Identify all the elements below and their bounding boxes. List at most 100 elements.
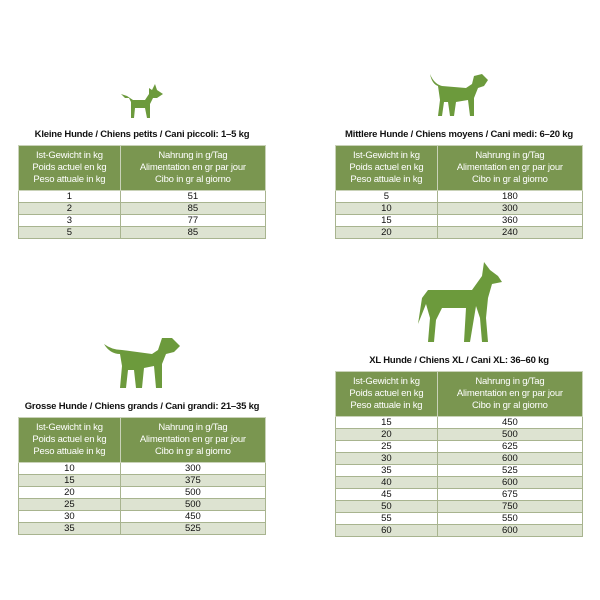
header-line: Cibo in gr al giorno bbox=[155, 174, 231, 185]
header-line: Ist-Gewicht in kg bbox=[35, 150, 103, 161]
header-line: Ist-Gewicht in kg bbox=[35, 422, 103, 433]
table-row: 25 500 bbox=[18, 498, 267, 511]
weight-cell: 30 bbox=[18, 510, 121, 523]
weight-cell: 25 bbox=[335, 440, 438, 453]
weight-cell: 60 bbox=[335, 524, 438, 537]
header-line: Peso attuale in kg bbox=[33, 446, 106, 457]
table-title: Kleine Hunde / Chiens petits / Cani picc… bbox=[34, 129, 250, 140]
xl-dogs-block: XL Hunde / Chiens XL / Cani XL: 36–60 kg… bbox=[335, 355, 584, 537]
xl-dog-icon bbox=[418, 262, 502, 342]
small-dogs-block: Kleine Hunde / Chiens petits / Cani picc… bbox=[18, 129, 267, 239]
header-line: Alimentation en gr par jour bbox=[456, 388, 563, 399]
table-row: 15 375 bbox=[18, 474, 267, 487]
food-cell: 375 bbox=[119, 474, 267, 487]
food-cell: 500 bbox=[119, 486, 267, 499]
header-row: Ist-Gewicht in kg Poids actuel en kg Peso … bbox=[18, 417, 267, 463]
header-col2: Nahrung in g/Tag Alimentation en gr par j… bbox=[436, 371, 584, 417]
food-cell: 500 bbox=[119, 498, 267, 511]
header-line: Nahrung in g/Tag bbox=[158, 422, 228, 433]
food-cell: 675 bbox=[436, 488, 584, 501]
weight-cell: 1 bbox=[18, 190, 121, 203]
table-row: 45 675 bbox=[335, 488, 584, 501]
header-col1: Ist-Gewicht in kg Poids actuel en kg Peso … bbox=[335, 145, 438, 191]
header-line: Poids actuel en kg bbox=[349, 162, 424, 173]
header-row: Ist-Gewicht in kg Poids actuel en kg Peso … bbox=[18, 145, 267, 191]
table-row: 55 550 bbox=[335, 512, 584, 525]
header-line: Nahrung in g/Tag bbox=[475, 150, 545, 161]
header-col1: Ist-Gewicht in kg Poids actuel en kg Peso … bbox=[335, 371, 438, 417]
food-cell: 525 bbox=[119, 522, 267, 535]
header-line: Peso attuale in kg bbox=[350, 400, 423, 411]
table-row: 1 51 bbox=[18, 190, 267, 203]
feeding-table-medium: Ist-Gewicht in kg Poids actuel en kg Peso … bbox=[335, 145, 584, 239]
food-cell: 85 bbox=[119, 226, 267, 239]
weight-cell: 50 bbox=[335, 500, 438, 513]
food-cell: 300 bbox=[119, 462, 267, 475]
header-line: Cibo in gr al giorno bbox=[155, 446, 231, 457]
weight-cell: 20 bbox=[18, 486, 121, 499]
table-row: 2 85 bbox=[18, 202, 267, 215]
feeding-table-xl: Ist-Gewicht in kg Poids actuel en kg Peso … bbox=[335, 371, 584, 537]
food-cell: 450 bbox=[436, 416, 584, 429]
header-line: Nahrung in g/Tag bbox=[475, 376, 545, 387]
food-cell: 300 bbox=[436, 202, 584, 215]
large-dog-icon bbox=[104, 338, 180, 388]
weight-cell: 10 bbox=[18, 462, 121, 475]
header-line: Nahrung in g/Tag bbox=[158, 150, 228, 161]
food-cell: 180 bbox=[436, 190, 584, 203]
weight-cell: 5 bbox=[18, 226, 121, 239]
feeding-table-small: Ist-Gewicht in kg Poids actuel en kg Peso … bbox=[18, 145, 267, 239]
header-line: Alimentation en gr par jour bbox=[139, 162, 246, 173]
food-cell: 550 bbox=[436, 512, 584, 525]
table-row: 25 625 bbox=[335, 440, 584, 453]
table-row: 35 525 bbox=[335, 464, 584, 477]
header-col2: Nahrung in g/Tag Alimentation en gr par j… bbox=[119, 417, 267, 463]
food-cell: 85 bbox=[119, 202, 267, 215]
feeding-table-large: Ist-Gewicht in kg Poids actuel en kg Peso … bbox=[18, 417, 267, 535]
table-row: 10 300 bbox=[18, 462, 267, 475]
weight-cell: 15 bbox=[18, 474, 121, 487]
header-line: Ist-Gewicht in kg bbox=[352, 376, 420, 387]
table-row: 10 300 bbox=[335, 202, 584, 215]
small-dog-icon bbox=[121, 84, 163, 118]
weight-cell: 20 bbox=[335, 226, 438, 239]
header-line: Poids actuel en kg bbox=[32, 434, 107, 445]
table-row: 5 180 bbox=[335, 190, 584, 203]
header-col2: Nahrung in g/Tag Alimentation en gr par j… bbox=[119, 145, 267, 191]
table-row: 20 240 bbox=[335, 226, 584, 239]
table-row: 30 600 bbox=[335, 452, 584, 465]
weight-cell: 55 bbox=[335, 512, 438, 525]
header-col1: Ist-Gewicht in kg Poids actuel en kg Peso … bbox=[18, 417, 121, 463]
food-cell: 750 bbox=[436, 500, 584, 513]
table-row: 20 500 bbox=[18, 486, 267, 499]
header-line: Poids actuel en kg bbox=[349, 388, 424, 399]
table-row: 15 450 bbox=[335, 416, 584, 429]
table-row: 50 750 bbox=[335, 500, 584, 513]
header-row: Ist-Gewicht in kg Poids actuel en kg Peso … bbox=[335, 145, 584, 191]
header-line: Alimentation en gr par jour bbox=[139, 434, 246, 445]
header-row: Ist-Gewicht in kg Poids actuel en kg Peso … bbox=[335, 371, 584, 417]
food-cell: 360 bbox=[436, 214, 584, 227]
weight-cell: 10 bbox=[335, 202, 438, 215]
header-line: Cibo in gr al giorno bbox=[472, 174, 548, 185]
table-title: Mittlere Hunde / Chiens moyens / Cani me… bbox=[345, 129, 573, 140]
table-row: 35 525 bbox=[18, 522, 267, 535]
table-row: 3 77 bbox=[18, 214, 267, 227]
table-title: Grosse Hunde / Chiens grands / Cani gran… bbox=[24, 401, 260, 412]
table-row: 20 500 bbox=[335, 428, 584, 441]
food-cell: 600 bbox=[436, 476, 584, 489]
food-cell: 77 bbox=[119, 214, 267, 227]
table-row: 60 600 bbox=[335, 524, 584, 537]
header-line: Alimentation en gr par jour bbox=[456, 162, 563, 173]
weight-cell: 15 bbox=[335, 214, 438, 227]
header-line: Peso attuale in kg bbox=[350, 174, 423, 185]
table-title: XL Hunde / Chiens XL / Cani XL: 36–60 kg bbox=[369, 355, 549, 366]
table-row: 40 600 bbox=[335, 476, 584, 489]
header-line: Poids actuel en kg bbox=[32, 162, 107, 173]
food-cell: 240 bbox=[436, 226, 584, 239]
header-col1: Ist-Gewicht in kg Poids actuel en kg Peso … bbox=[18, 145, 121, 191]
food-cell: 600 bbox=[436, 524, 584, 537]
food-cell: 600 bbox=[436, 452, 584, 465]
weight-cell: 5 bbox=[335, 190, 438, 203]
food-cell: 625 bbox=[436, 440, 584, 453]
